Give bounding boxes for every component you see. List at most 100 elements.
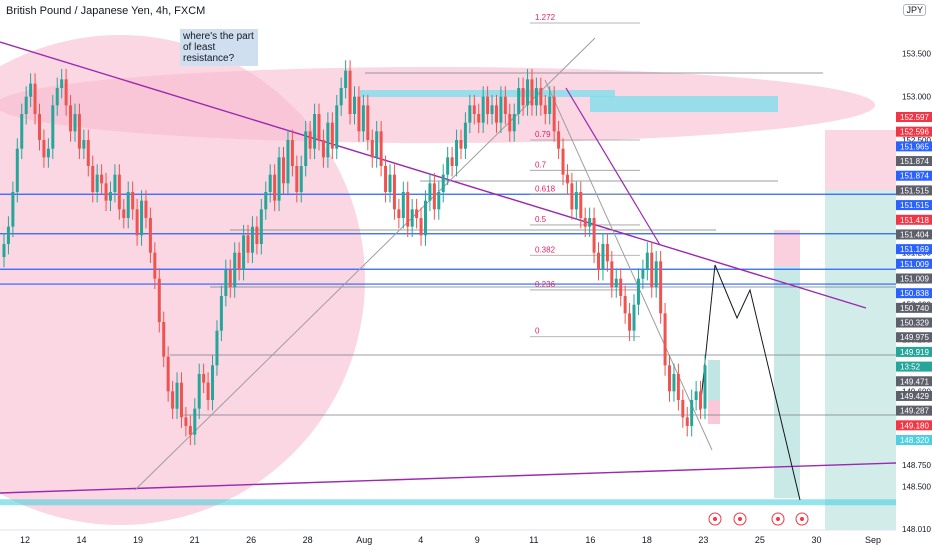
- candle: [477, 114, 481, 123]
- fib-label: 0.7: [535, 160, 547, 169]
- candle: [215, 330, 219, 366]
- candle: [237, 252, 241, 270]
- price-label-text: 148.320: [900, 436, 929, 445]
- price-label: [896, 170, 932, 181]
- candle: [636, 278, 640, 305]
- x-tick-label: 26: [246, 535, 256, 545]
- candle: [171, 391, 175, 409]
- candle: [15, 148, 19, 192]
- candle: [579, 192, 583, 218]
- candle: [193, 408, 197, 435]
- price-label-text: 151.418: [900, 216, 929, 225]
- price-label: [896, 420, 932, 431]
- price-label-text: 150.838: [900, 289, 929, 298]
- candle: [557, 131, 561, 149]
- price-label: [896, 390, 932, 401]
- x-tick-label: 9: [475, 535, 480, 545]
- price-label: [896, 405, 932, 416]
- fib-label: 0.79: [535, 130, 551, 139]
- candle: [29, 83, 33, 97]
- candle: [361, 105, 365, 132]
- x-tick-label: 12: [20, 535, 30, 545]
- candle: [299, 166, 303, 192]
- price-label-text: 150.329: [900, 319, 929, 328]
- x-tick-label: Sep: [865, 535, 881, 545]
- price-label-text: 149.287: [900, 407, 929, 416]
- candle: [179, 382, 183, 418]
- candle: [313, 114, 317, 149]
- price-label: [896, 332, 932, 343]
- candle: [685, 417, 689, 426]
- event-marker-dot: [776, 517, 780, 521]
- channel-line: [544, 79, 713, 451]
- price-label-text: 149.919: [900, 348, 929, 357]
- candle: [37, 114, 41, 140]
- candle: [654, 261, 658, 288]
- price-label-text: 149.975: [900, 333, 929, 342]
- candle: [494, 105, 498, 123]
- price-label-text: 151.515: [900, 201, 929, 210]
- price-band: [0, 499, 896, 506]
- candle: [490, 105, 494, 114]
- candle: [290, 140, 294, 166]
- candle: [2, 244, 6, 257]
- candle: [663, 313, 667, 366]
- candle: [552, 96, 556, 132]
- candle: [144, 200, 148, 218]
- price-label-text: 152.596: [900, 128, 929, 137]
- candle: [432, 183, 436, 210]
- candle: [401, 192, 405, 218]
- target-zone: [774, 266, 800, 498]
- y-tick-label: 153.500: [902, 49, 931, 58]
- candle: [548, 96, 552, 114]
- price-label-text: 149.180: [900, 421, 929, 430]
- candle: [357, 96, 361, 132]
- price-label: [896, 126, 932, 137]
- currency-badge[interactable]: JPY: [903, 4, 926, 16]
- candle: [250, 226, 254, 253]
- candle: [140, 200, 144, 236]
- price-label: [896, 214, 932, 225]
- fib-label: 0.236: [535, 280, 556, 289]
- candle: [366, 105, 370, 140]
- y-tick-label: 153.000: [902, 93, 931, 102]
- price-label-text: 151.404: [900, 230, 929, 239]
- event-marker-dot: [713, 517, 717, 521]
- price-label: [896, 361, 932, 372]
- candle: [397, 209, 401, 218]
- candle: [308, 131, 312, 149]
- candle: [228, 270, 232, 288]
- candle: [95, 174, 99, 192]
- candle: [188, 426, 192, 435]
- candle: [255, 226, 259, 244]
- candle: [122, 209, 126, 218]
- candle: [100, 174, 104, 184]
- candle: [583, 218, 587, 227]
- x-tick-label: 19: [133, 535, 143, 545]
- price-label: [896, 302, 932, 313]
- candle: [623, 296, 627, 314]
- price-label-text: 149.471: [900, 377, 929, 386]
- candle: [561, 148, 565, 175]
- candle: [64, 79, 68, 106]
- y-tick-label: 148.500: [902, 483, 931, 492]
- candle: [659, 261, 663, 314]
- candle: [415, 209, 419, 218]
- candle: [353, 96, 356, 114]
- candle: [676, 374, 680, 400]
- candle: [468, 105, 472, 123]
- candle: [526, 79, 530, 106]
- candle: [202, 374, 206, 383]
- x-tick-label: 25: [755, 535, 765, 545]
- candle: [264, 192, 268, 210]
- candle: [273, 174, 277, 201]
- candle: [392, 174, 396, 210]
- candle: [117, 174, 121, 210]
- candle: [610, 261, 614, 288]
- symbol-title: British Pound / Japanese Yen, 4h, FXCM: [6, 5, 206, 17]
- candle: [370, 140, 374, 158]
- price-label-text: 150.740: [900, 304, 929, 313]
- price-label-text: 151.874: [900, 157, 929, 166]
- candle: [539, 88, 543, 106]
